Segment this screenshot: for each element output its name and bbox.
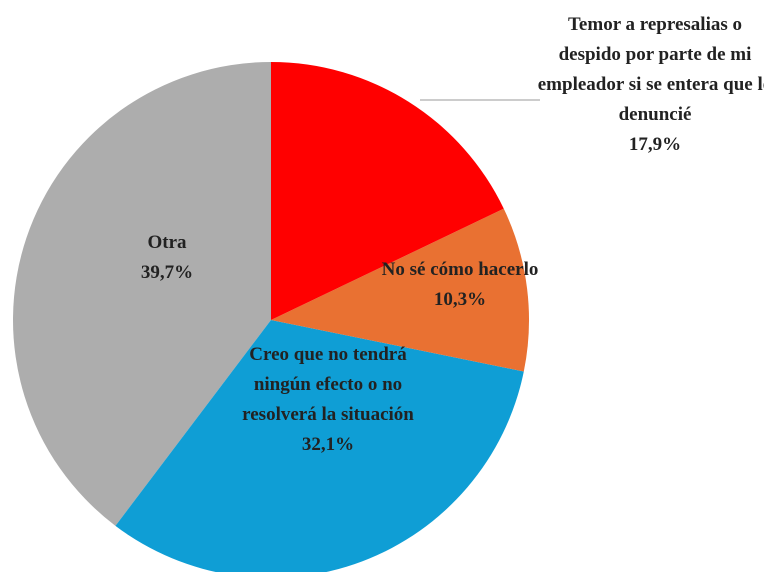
pie-slice xyxy=(271,208,529,372)
value-label: 32,1% xyxy=(301,434,355,455)
category-label: Creo que no tendrá ningún efecto o no re… xyxy=(242,344,414,425)
category-label: No sé cómo hacerlo xyxy=(381,259,539,280)
slice-label: Creo que no tendrá ningún efecto o no re… xyxy=(238,340,418,460)
pie-slice xyxy=(271,62,504,320)
category-label: Temor a represalias o despido por parte … xyxy=(537,14,764,125)
value-label: 17,9% xyxy=(628,134,682,155)
pie-slice xyxy=(115,320,524,572)
value-label: 10,3% xyxy=(433,289,487,310)
category-label: Otra xyxy=(147,232,187,253)
pie-slice xyxy=(13,62,272,526)
slice-label: No sé cómo hacerlo 10,3% xyxy=(380,255,540,315)
value-label: 39,7% xyxy=(140,262,194,283)
slice-label: Temor a represalias o despido por parte … xyxy=(538,10,764,160)
slice-label: Otra 39,7% xyxy=(112,228,222,288)
